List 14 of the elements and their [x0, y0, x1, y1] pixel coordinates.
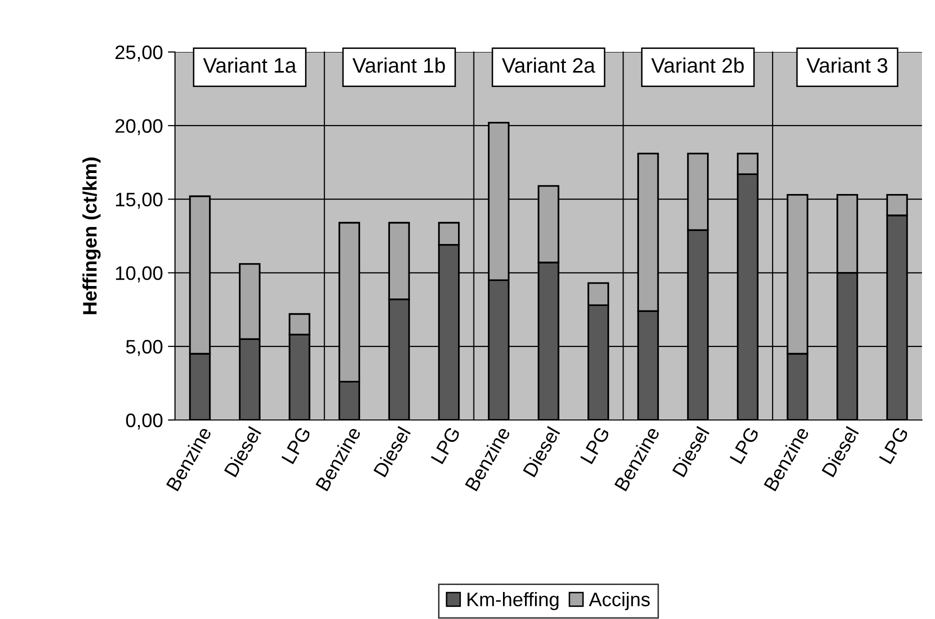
legend-label: Accijns	[588, 592, 650, 610]
chart-title: Variant 2b	[651, 58, 744, 73]
chart-title: Variant 2a	[502, 58, 596, 73]
y-tick-label: 25,00	[116, 45, 162, 62]
chart-title: Variant 3	[806, 58, 888, 73]
chart-title: Variant 1a	[203, 58, 296, 73]
y-tick-label: 0,00	[126, 413, 162, 430]
y-axis-title: Heffingen (ct/km)	[82, 158, 101, 314]
y-tick-label: 5,00	[126, 340, 162, 356]
y-tick-label: 10,00	[116, 266, 162, 282]
legend-label: Km-heffing	[468, 592, 558, 610]
y-tick-label: 15,00	[116, 192, 162, 209]
chart-title: Variant 1b	[352, 58, 445, 73]
y-tick-label: 20,00	[116, 119, 162, 136]
